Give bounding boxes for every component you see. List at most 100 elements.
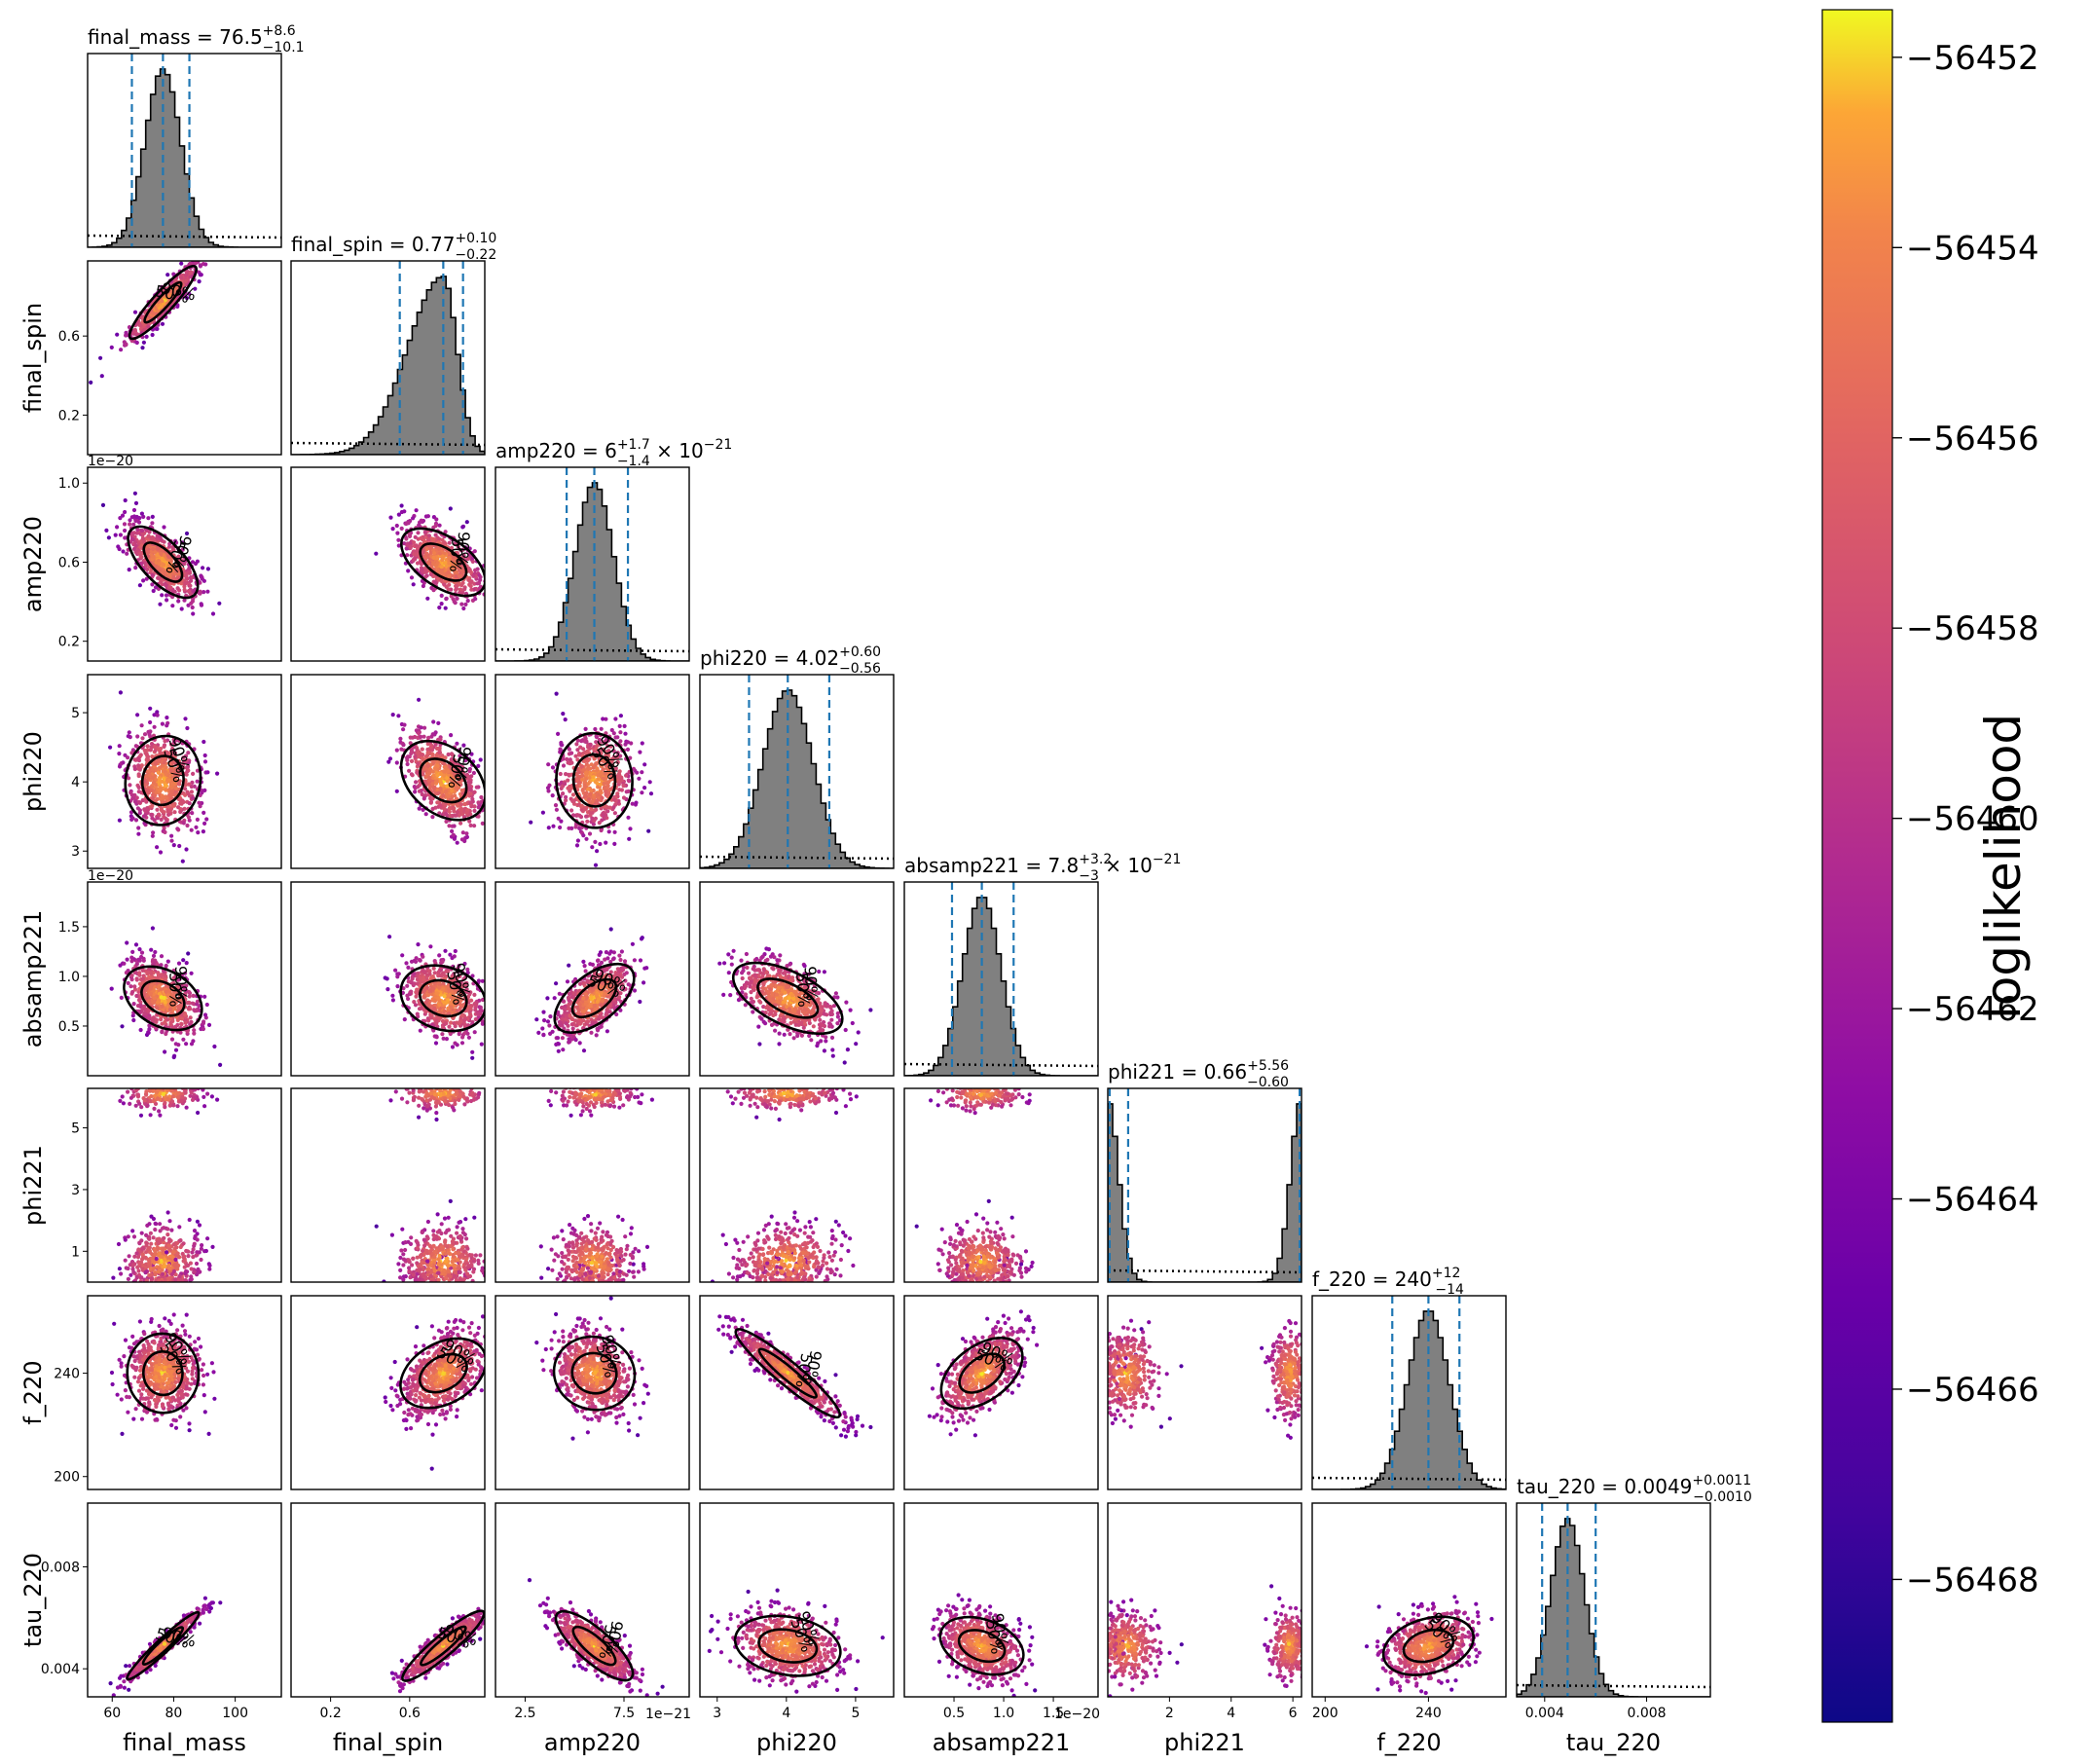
scatter-point [197, 800, 202, 805]
scatter-point [574, 843, 580, 848]
scatter-point [570, 792, 576, 797]
scatter-point [184, 772, 189, 777]
scatter-point [472, 581, 477, 586]
scatter-point [117, 752, 122, 756]
scatter-point [182, 587, 187, 592]
scatter-point [159, 954, 165, 959]
scatter-point [144, 334, 149, 339]
scatter-point [413, 557, 418, 562]
scatter-point [582, 780, 588, 785]
scatter-point [183, 278, 188, 283]
scatter-point [597, 821, 602, 826]
scatter-point [580, 777, 585, 782]
scatter-point [491, 572, 495, 576]
scatter-point [443, 802, 448, 807]
scatter-point [442, 551, 447, 556]
scatter-point [434, 562, 439, 568]
scatter-point [410, 773, 415, 778]
scatter-point [133, 566, 138, 570]
scatter-point [581, 833, 586, 838]
scatter-point [402, 1017, 407, 1022]
scatter-point [195, 559, 200, 564]
scatter-point [526, 857, 530, 861]
scatter-point [622, 723, 627, 729]
scatter-point [182, 992, 188, 997]
scatter-point [155, 710, 160, 715]
scatter-point [157, 983, 162, 988]
scatter-point [431, 760, 436, 765]
scatter-point [128, 522, 132, 527]
scatter-point [413, 754, 418, 759]
scatter-point [457, 1032, 461, 1037]
scatter-point [447, 566, 452, 571]
scatter-point [212, 1044, 217, 1049]
scatter-point [565, 756, 569, 762]
scatter-point [570, 798, 575, 804]
scatter-point [189, 578, 194, 583]
scatter-point [437, 523, 442, 528]
scatter-point [168, 768, 173, 774]
scatter-point [196, 830, 201, 835]
contour-90pct [128, 264, 198, 341]
scatter-point [212, 255, 216, 259]
scatter-point [430, 796, 435, 801]
scatter-point [149, 975, 154, 980]
scatter-point [186, 815, 191, 820]
scatter-point [159, 551, 164, 556]
scatter-point [136, 826, 141, 830]
scatter-point [157, 790, 162, 794]
scatter-point [134, 514, 139, 520]
scatter-point [172, 782, 177, 787]
scatter-point [178, 809, 183, 815]
histogram-phi220 [700, 689, 894, 868]
scatter-point [648, 791, 654, 796]
scatter-point [395, 531, 400, 535]
scatter-point [183, 581, 188, 586]
scatter-point [146, 324, 151, 329]
scatter-point [564, 772, 568, 777]
scatter-point [604, 717, 608, 721]
contour-50pct [571, 753, 617, 808]
scatter-point [600, 795, 605, 800]
scatter-point [117, 818, 122, 823]
scatter-point [390, 527, 395, 532]
scatter-point [591, 822, 597, 827]
scatter-point [454, 773, 458, 778]
scatter-point [419, 562, 423, 567]
scatter-point [475, 581, 480, 586]
scatter-point [437, 551, 442, 556]
scatter-point [442, 540, 447, 545]
scatter-point [613, 735, 618, 740]
scatter-point [559, 819, 564, 824]
scatter-point [186, 782, 192, 787]
scatter-point [184, 847, 189, 852]
scatter-point [183, 273, 188, 277]
y-axis-label-phi220: phi220 [19, 731, 47, 812]
scatter-point [431, 555, 436, 561]
scatter-point [595, 766, 600, 771]
scatter-point [581, 767, 587, 772]
scatter-point [186, 751, 191, 755]
scatter-point [124, 342, 128, 348]
scatter-point [428, 800, 433, 805]
scatter-point [595, 743, 600, 749]
scatter-point [184, 531, 190, 536]
scatter-point [617, 769, 622, 774]
scatter-point [595, 798, 600, 803]
scatter-point [612, 811, 618, 816]
scatter-point [558, 771, 563, 777]
scatter-point [165, 999, 170, 1004]
scatter-point [126, 734, 130, 739]
axes-frame [87, 466, 282, 662]
scatter-point [462, 587, 467, 592]
scatter-point [166, 778, 171, 783]
scatter-point [615, 751, 620, 755]
scatter-point [139, 550, 144, 555]
contour-50pct [140, 754, 185, 807]
title-final-mass: final_mass = 76.5+8.6 −10.1 [88, 23, 305, 55]
scatter-point [168, 807, 173, 812]
scatter-point [162, 814, 166, 820]
scatter-point [187, 994, 192, 999]
scatter-point [165, 723, 169, 728]
